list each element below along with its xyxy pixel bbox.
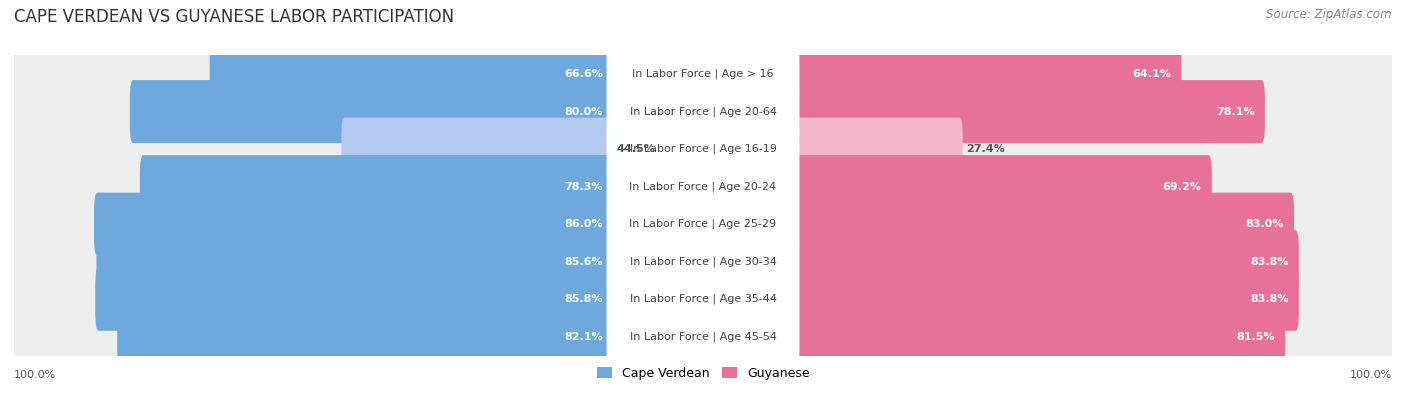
Text: CAPE VERDEAN VS GUYANESE LABOR PARTICIPATION: CAPE VERDEAN VS GUYANESE LABOR PARTICIPA… [14, 8, 454, 26]
FancyBboxPatch shape [8, 216, 1398, 308]
FancyBboxPatch shape [793, 305, 1285, 368]
Text: In Labor Force | Age 30-34: In Labor Force | Age 30-34 [630, 256, 776, 267]
Text: In Labor Force | Age 20-24: In Labor Force | Age 20-24 [630, 181, 776, 192]
Text: 80.0%: 80.0% [565, 107, 603, 117]
Text: 27.4%: 27.4% [966, 144, 1005, 154]
FancyBboxPatch shape [8, 66, 1398, 158]
FancyBboxPatch shape [606, 155, 800, 218]
Text: 100.0%: 100.0% [14, 370, 56, 380]
FancyBboxPatch shape [793, 43, 1181, 105]
Text: In Labor Force | Age 16-19: In Labor Force | Age 16-19 [630, 144, 776, 154]
FancyBboxPatch shape [606, 305, 800, 368]
Text: In Labor Force | Age 20-64: In Labor Force | Age 20-64 [630, 106, 776, 117]
FancyBboxPatch shape [117, 305, 613, 368]
Text: In Labor Force | Age 45-54: In Labor Force | Age 45-54 [630, 331, 776, 342]
Text: 44.5%: 44.5% [617, 144, 655, 154]
Text: 86.0%: 86.0% [564, 219, 603, 229]
FancyBboxPatch shape [606, 118, 800, 181]
FancyBboxPatch shape [129, 80, 613, 143]
Text: 100.0%: 100.0% [1350, 370, 1392, 380]
Text: 81.5%: 81.5% [1236, 332, 1275, 342]
FancyBboxPatch shape [8, 253, 1398, 345]
Text: In Labor Force | Age > 16: In Labor Force | Age > 16 [633, 69, 773, 79]
FancyBboxPatch shape [209, 43, 613, 105]
FancyBboxPatch shape [793, 193, 1294, 256]
Text: 82.1%: 82.1% [564, 332, 603, 342]
FancyBboxPatch shape [606, 268, 800, 331]
FancyBboxPatch shape [8, 141, 1398, 233]
Text: 83.8%: 83.8% [1250, 294, 1288, 304]
Text: 64.1%: 64.1% [1132, 69, 1171, 79]
Legend: Cape Verdean, Guyanese: Cape Verdean, Guyanese [592, 362, 814, 385]
FancyBboxPatch shape [8, 103, 1398, 195]
FancyBboxPatch shape [793, 155, 1212, 218]
FancyBboxPatch shape [94, 193, 613, 256]
FancyBboxPatch shape [606, 43, 800, 105]
FancyBboxPatch shape [96, 268, 613, 331]
Text: 66.6%: 66.6% [564, 69, 603, 79]
FancyBboxPatch shape [606, 230, 800, 293]
Text: 78.3%: 78.3% [565, 182, 603, 192]
FancyBboxPatch shape [141, 155, 613, 218]
FancyBboxPatch shape [793, 118, 963, 181]
Text: In Labor Force | Age 35-44: In Labor Force | Age 35-44 [630, 294, 776, 305]
Text: 78.1%: 78.1% [1216, 107, 1254, 117]
FancyBboxPatch shape [8, 28, 1398, 120]
Text: 83.8%: 83.8% [1250, 257, 1288, 267]
Text: 83.0%: 83.0% [1246, 219, 1284, 229]
FancyBboxPatch shape [606, 193, 800, 256]
FancyBboxPatch shape [606, 80, 800, 143]
FancyBboxPatch shape [342, 118, 613, 181]
FancyBboxPatch shape [97, 230, 613, 293]
Text: Source: ZipAtlas.com: Source: ZipAtlas.com [1267, 8, 1392, 21]
FancyBboxPatch shape [8, 291, 1398, 383]
FancyBboxPatch shape [8, 178, 1398, 270]
FancyBboxPatch shape [793, 230, 1299, 293]
Text: 85.6%: 85.6% [564, 257, 603, 267]
Text: 85.8%: 85.8% [565, 294, 603, 304]
Text: In Labor Force | Age 25-29: In Labor Force | Age 25-29 [630, 219, 776, 229]
FancyBboxPatch shape [793, 80, 1265, 143]
FancyBboxPatch shape [793, 268, 1299, 331]
Text: 69.2%: 69.2% [1163, 182, 1202, 192]
